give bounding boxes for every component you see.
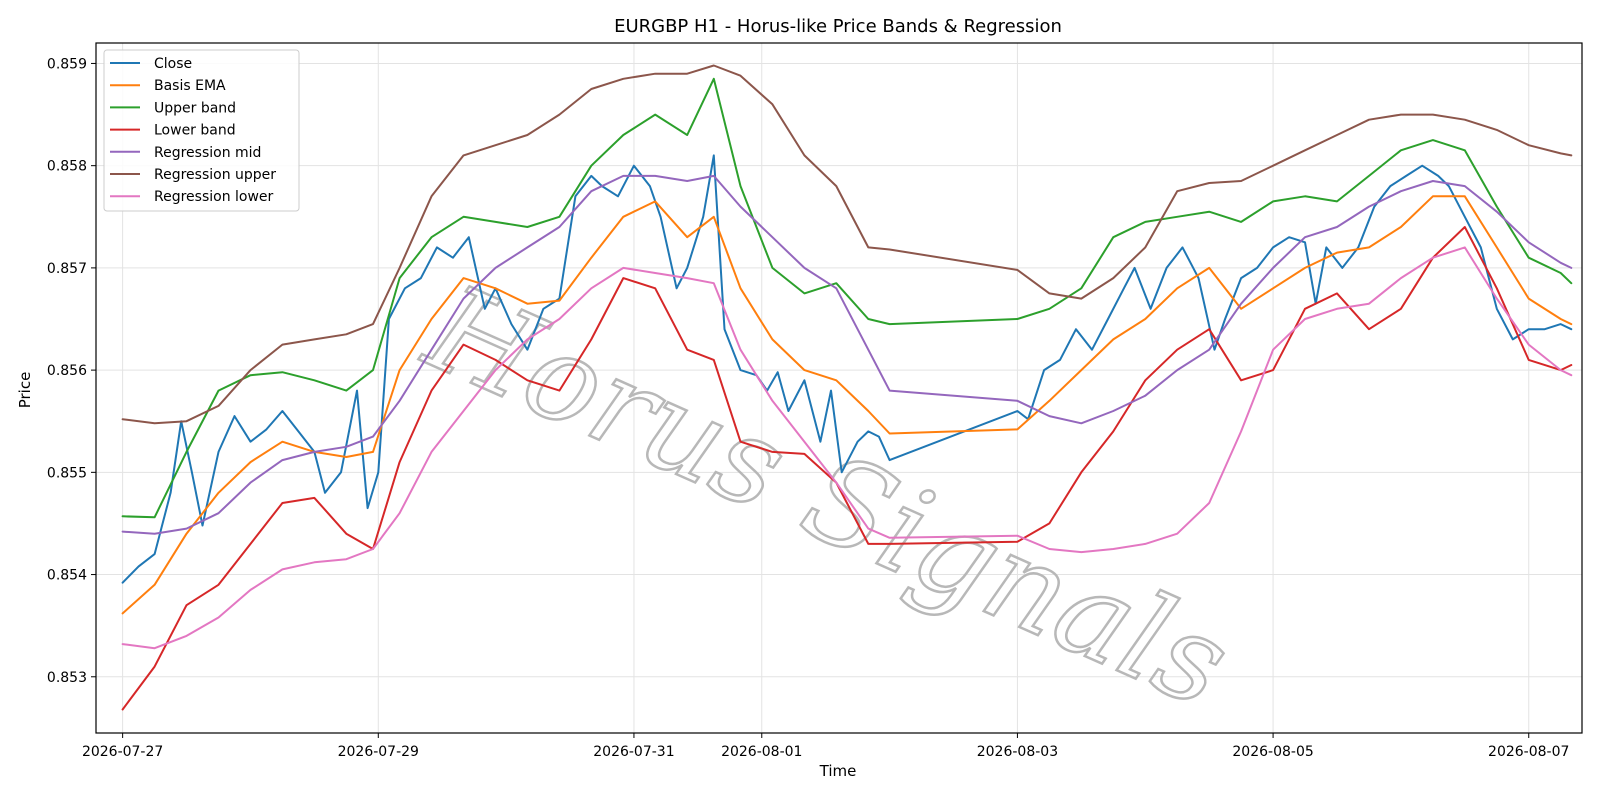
x-tick-label: 2026-08-05 [1232,744,1313,760]
y-axis-label: Price [16,372,34,409]
legend-label-regression-upper: Regression upper [154,167,276,183]
series-line-basis-ema [121,195,1573,615]
legend-label-upper-band: Upper band [154,100,236,116]
legend-label-lower-band: Lower band [154,123,236,139]
x-axis-label: Time [819,762,857,780]
y-tick-label: 0.858 [47,159,87,175]
legend: Close Basis EMA Upper band Lower band Regres… [103,49,300,212]
series-group [121,64,1573,711]
legend-frame [103,49,300,212]
legend-label-regression-mid: Regression mid [154,145,261,161]
series-line-regression-upper [121,64,1573,425]
y-tick-label: 0.856 [47,363,87,379]
legend-label-basis-ema: Basis EMA [154,78,226,94]
x-tick-label: 2026-08-01 [721,744,802,760]
y-tick-label: 0.853 [47,670,87,686]
y-tick-label: 0.854 [47,568,87,584]
y-tick-label: 0.857 [47,261,87,277]
series-line-regression-mid [121,174,1573,535]
series-line-upper-band [121,77,1573,519]
chart-title: EURGBP H1 - Horus-like Price Bands & Reg… [614,16,1062,37]
axes-ticks: 2026-07-27 2026-07-29 2026-07-31 2026-08-01… [47,56,1570,760]
x-tick-label: 2026-07-27 [82,744,163,760]
y-tick-label: 0.859 [47,56,87,72]
x-tick-label: 2026-07-31 [593,744,674,760]
grid [96,43,1582,733]
y-tick-label: 0.855 [47,465,87,481]
legend-label-close: Close [154,56,192,72]
x-tick-label: 2026-08-07 [1488,744,1569,760]
series-line-regression-lower [121,246,1573,650]
series-line-lower-band [121,226,1573,711]
x-tick-label: 2026-07-29 [338,744,419,760]
series-line-close [121,154,1573,584]
legend-label-regression-lower: Regression lower [154,189,274,205]
x-tick-label: 2026-08-03 [977,744,1058,760]
plot-area-frame [95,42,1583,734]
